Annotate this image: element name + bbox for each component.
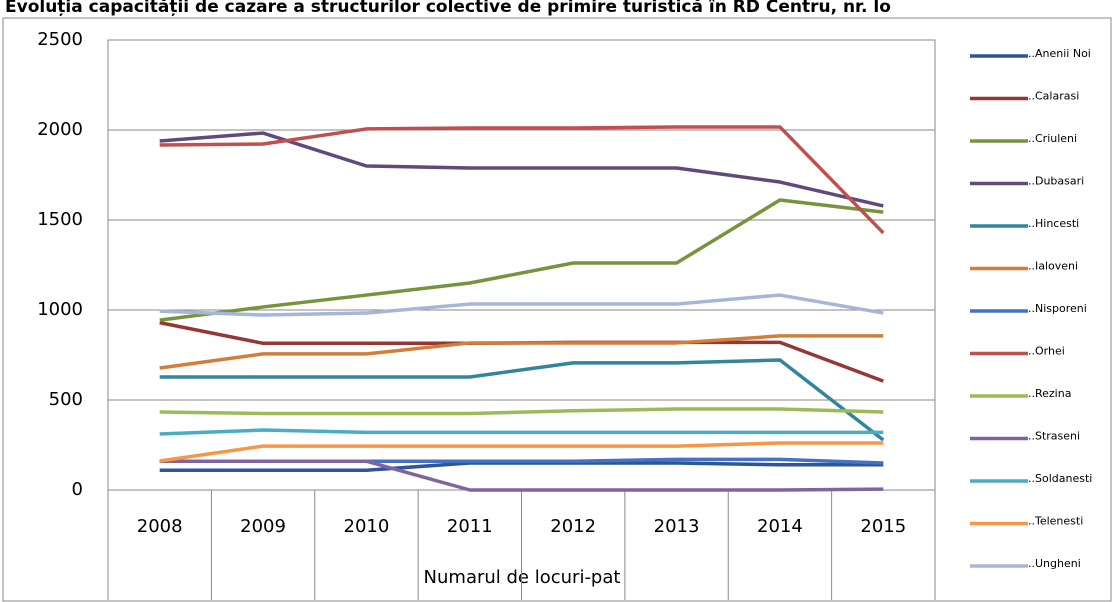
legend-label: ..Straseni xyxy=(1028,430,1080,443)
series-line xyxy=(159,407,884,416)
legend-label: ..Calarasi xyxy=(1028,90,1079,103)
series-line xyxy=(159,461,884,472)
legend-label: ..Dubasari xyxy=(1028,175,1084,188)
x-tick-label: 2014 xyxy=(757,516,803,537)
y-tick-label: 1000 xyxy=(37,299,83,320)
series-line xyxy=(159,441,884,463)
legend-label: ..Hincesti xyxy=(1028,217,1079,230)
legend-label: ..Nisporeni xyxy=(1028,302,1087,315)
y-tick-label: 1500 xyxy=(37,209,83,230)
legend-label: ..Ungheni xyxy=(1028,557,1081,570)
x-tick-label: 2012 xyxy=(550,516,596,537)
series-line xyxy=(159,358,885,442)
y-tick-label: 0 xyxy=(72,479,83,500)
legend-label: ..Soldanesti xyxy=(1028,472,1092,485)
legend-label: ..Rezina xyxy=(1028,387,1071,400)
legend-label: ..Anenii Noi xyxy=(1028,47,1091,60)
series-line xyxy=(159,459,884,492)
legend-label: ..Criuleni xyxy=(1028,132,1077,145)
series-line xyxy=(159,198,884,322)
chart-title: Evoluția capacității de cazare a structu… xyxy=(5,0,891,17)
x-tick-label: 2011 xyxy=(447,516,493,537)
x-tick-label: 2013 xyxy=(654,516,700,537)
x-tick-label: 2008 xyxy=(137,516,183,537)
y-tick-label: 500 xyxy=(49,389,83,410)
x-tick-label: 2015 xyxy=(860,516,906,537)
legend-label: ..Telenesti xyxy=(1028,515,1083,528)
series-line xyxy=(159,334,884,370)
series-line xyxy=(159,125,885,235)
x-tick-label: 2009 xyxy=(240,516,286,537)
y-tick-label: 2000 xyxy=(37,119,83,140)
legend-label: ..Ialoveni xyxy=(1028,260,1078,273)
series-line xyxy=(159,428,884,436)
series-line xyxy=(159,293,884,317)
legend-label: ..Orhei xyxy=(1028,345,1065,358)
x-tick-label: 2010 xyxy=(344,516,390,537)
series-line xyxy=(159,131,884,208)
y-tick-label: 2500 xyxy=(37,29,83,50)
